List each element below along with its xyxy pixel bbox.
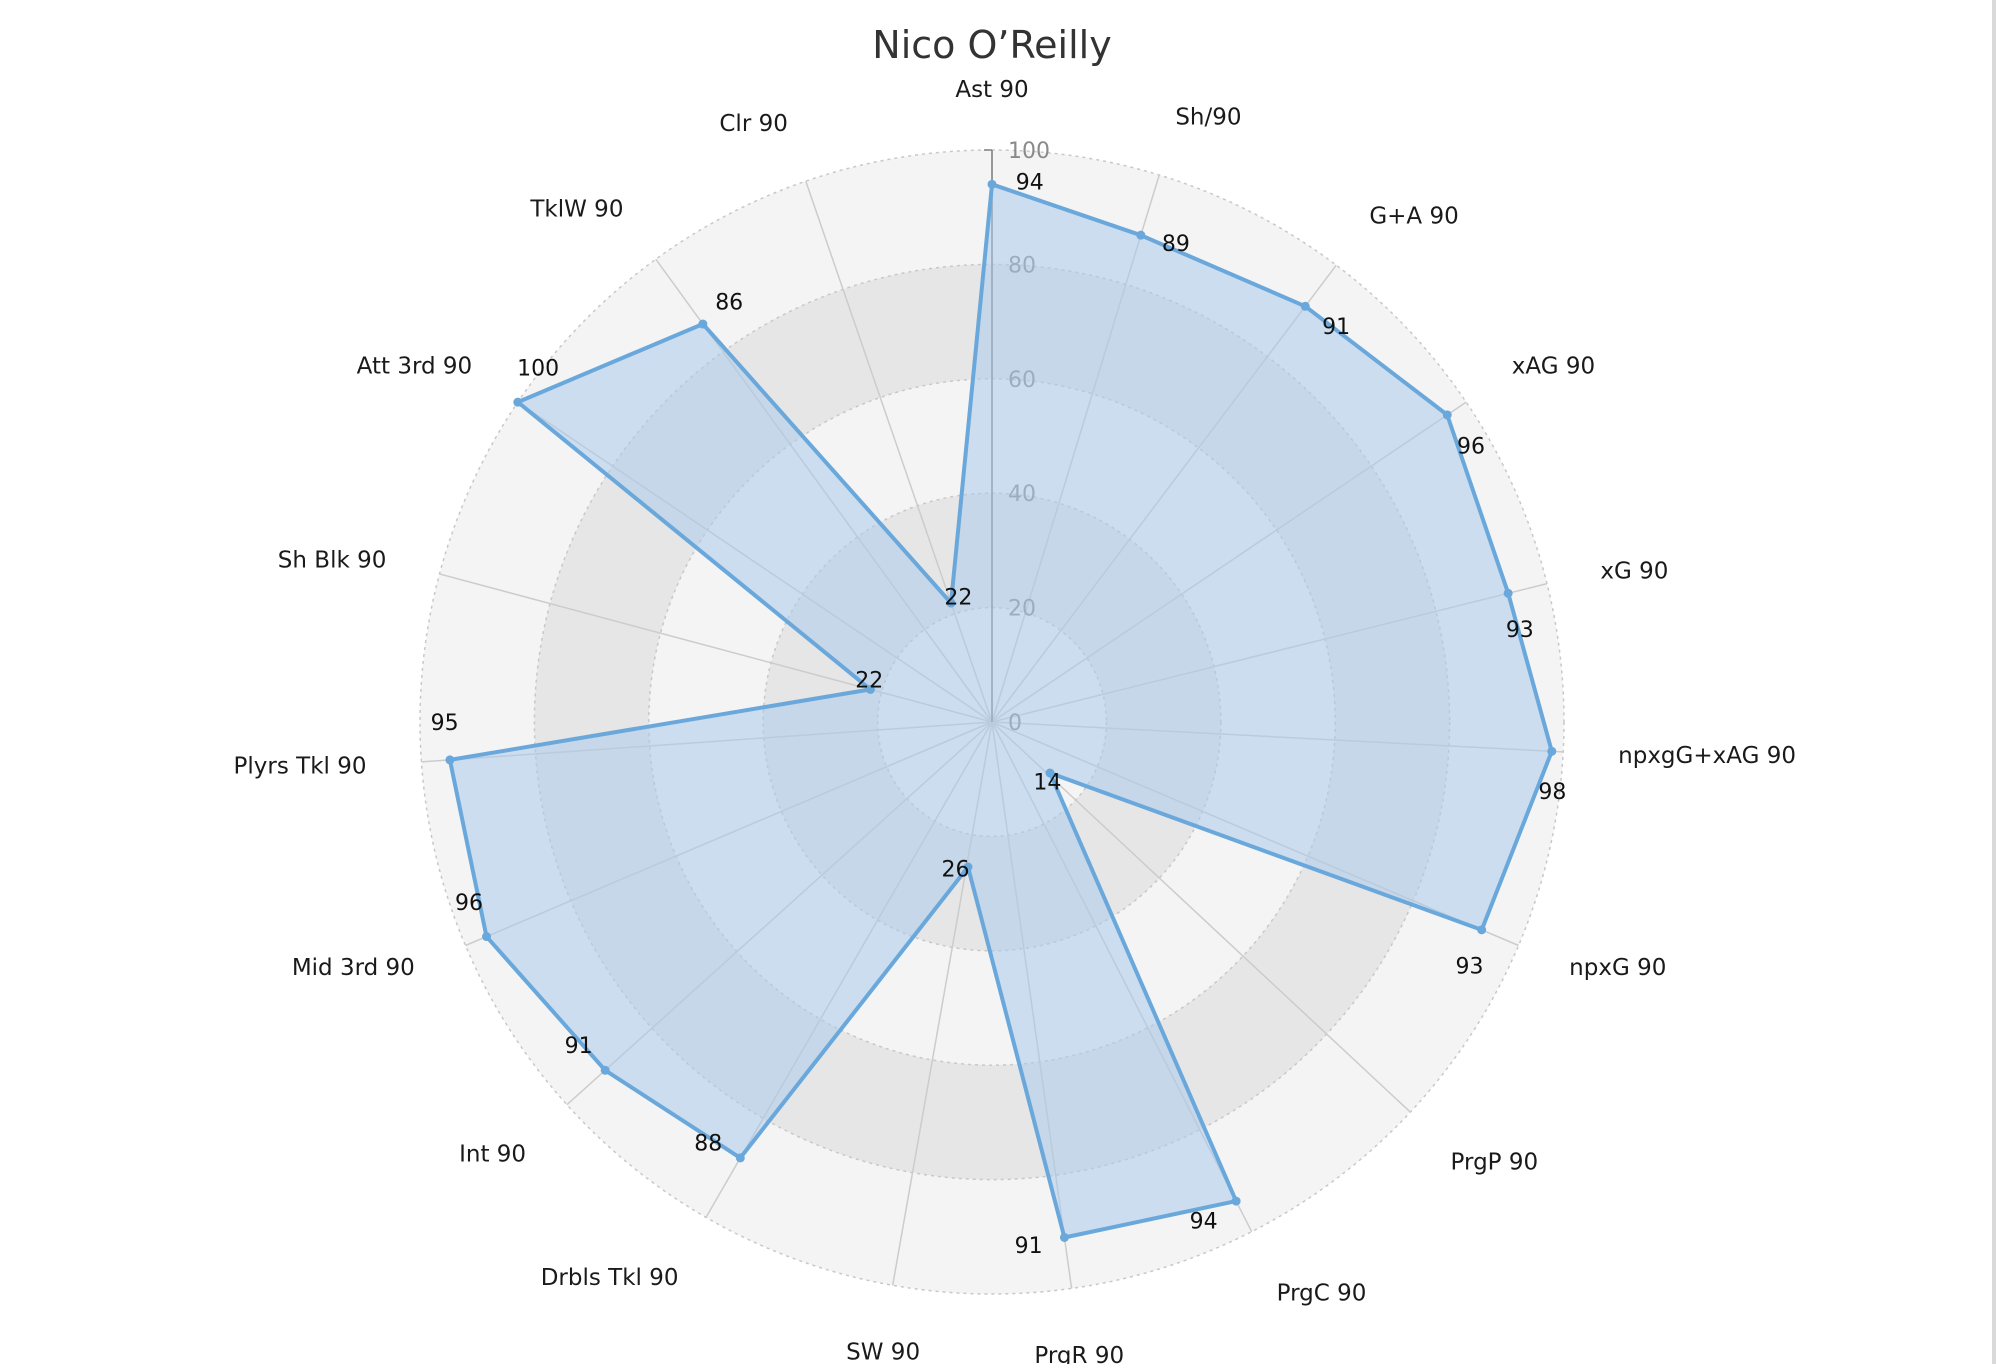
- value-label-16: 100: [517, 356, 559, 381]
- category-label-4: xG 90: [1600, 558, 1668, 584]
- data-point-16: [513, 397, 523, 407]
- tick-label-100: 100: [1008, 139, 1050, 164]
- value-labels: 94 89 91 96 93 98 93 14 94 91 26 88 91 96 95 22 100 86 22: [431, 171, 1567, 1260]
- category-label-10: SW 90: [846, 1339, 920, 1364]
- value-label-18: 22: [944, 586, 972, 611]
- value-label-10: 26: [941, 857, 969, 882]
- chart-title: Nico O’Reilly: [872, 23, 1111, 67]
- data-point-0: [987, 179, 997, 189]
- value-label-9: 91: [1015, 1234, 1043, 1259]
- value-label-5: 98: [1538, 780, 1566, 805]
- data-point-2: [1300, 301, 1310, 311]
- scrollbar[interactable]: [1992, 0, 1996, 1364]
- data-point-18: [946, 598, 956, 608]
- data-point-4: [1503, 588, 1513, 598]
- data-point-6: [1477, 925, 1487, 935]
- category-label-14: Plyrs Tkl 90: [234, 754, 367, 780]
- value-label-6: 93: [1456, 954, 1484, 979]
- series-area: [447, 182, 1554, 1240]
- value-label-15: 22: [855, 669, 883, 694]
- category-label-3: xAG 90: [1512, 353, 1595, 379]
- category-labels: Ast 90 Sh/90 G+A 90 xAG 90 xG 90 npxgG+xAG 90…: [234, 77, 1796, 1368]
- value-label-13: 96: [455, 891, 483, 916]
- data-point-11: [735, 1153, 745, 1163]
- value-label-8: 94: [1190, 1210, 1218, 1235]
- data-point-15: [865, 684, 875, 694]
- data-point-10: [963, 862, 973, 872]
- category-label-1: Sh/90: [1175, 104, 1241, 130]
- series-group: [445, 179, 1557, 1242]
- data-point-7: [1045, 768, 1055, 778]
- value-label-2: 91: [1322, 315, 1350, 340]
- data-point-12: [600, 1065, 610, 1075]
- category-label-16: Att 3rd 90: [357, 353, 473, 379]
- category-label-15: Sh Blk 90: [278, 548, 387, 574]
- value-label-7: 14: [1033, 770, 1061, 795]
- value-label-1: 89: [1162, 232, 1190, 257]
- value-label-14: 95: [431, 711, 459, 736]
- value-label-0: 94: [1016, 171, 1044, 196]
- data-point-17: [698, 319, 708, 329]
- data-point-5: [1547, 746, 1557, 756]
- data-point-14: [445, 755, 455, 765]
- value-label-17: 86: [715, 290, 743, 315]
- category-label-18: Clr 90: [719, 111, 787, 137]
- category-label-12: Int 90: [459, 1142, 526, 1168]
- spoke-7: [991, 721, 1411, 1113]
- category-label-8: PrgC 90: [1277, 1281, 1367, 1307]
- category-label-7: PrgP 90: [1451, 1150, 1539, 1176]
- data-point-8: [1231, 1196, 1241, 1206]
- category-label-13: Mid 3rd 90: [292, 955, 415, 981]
- category-label-2: G+A 90: [1369, 203, 1458, 229]
- category-label-6: npxG 90: [1569, 955, 1666, 981]
- data-point-1: [1136, 230, 1146, 240]
- category-label-17: TklW 90: [529, 197, 623, 223]
- data-point-13: [482, 932, 492, 942]
- category-label-11: Drbls Tkl 90: [541, 1265, 679, 1291]
- value-label-11: 88: [694, 1132, 722, 1157]
- data-point-3: [1442, 410, 1452, 420]
- category-label-0: Ast 90: [955, 77, 1028, 103]
- value-label-3: 96: [1457, 434, 1485, 459]
- category-label-9: PrgR 90: [1034, 1343, 1124, 1364]
- category-label-5: npxgG+xAG 90: [1618, 743, 1796, 769]
- value-label-12: 91: [565, 1034, 593, 1059]
- value-label-4: 93: [1506, 618, 1534, 643]
- data-point-9: [1059, 1232, 1069, 1242]
